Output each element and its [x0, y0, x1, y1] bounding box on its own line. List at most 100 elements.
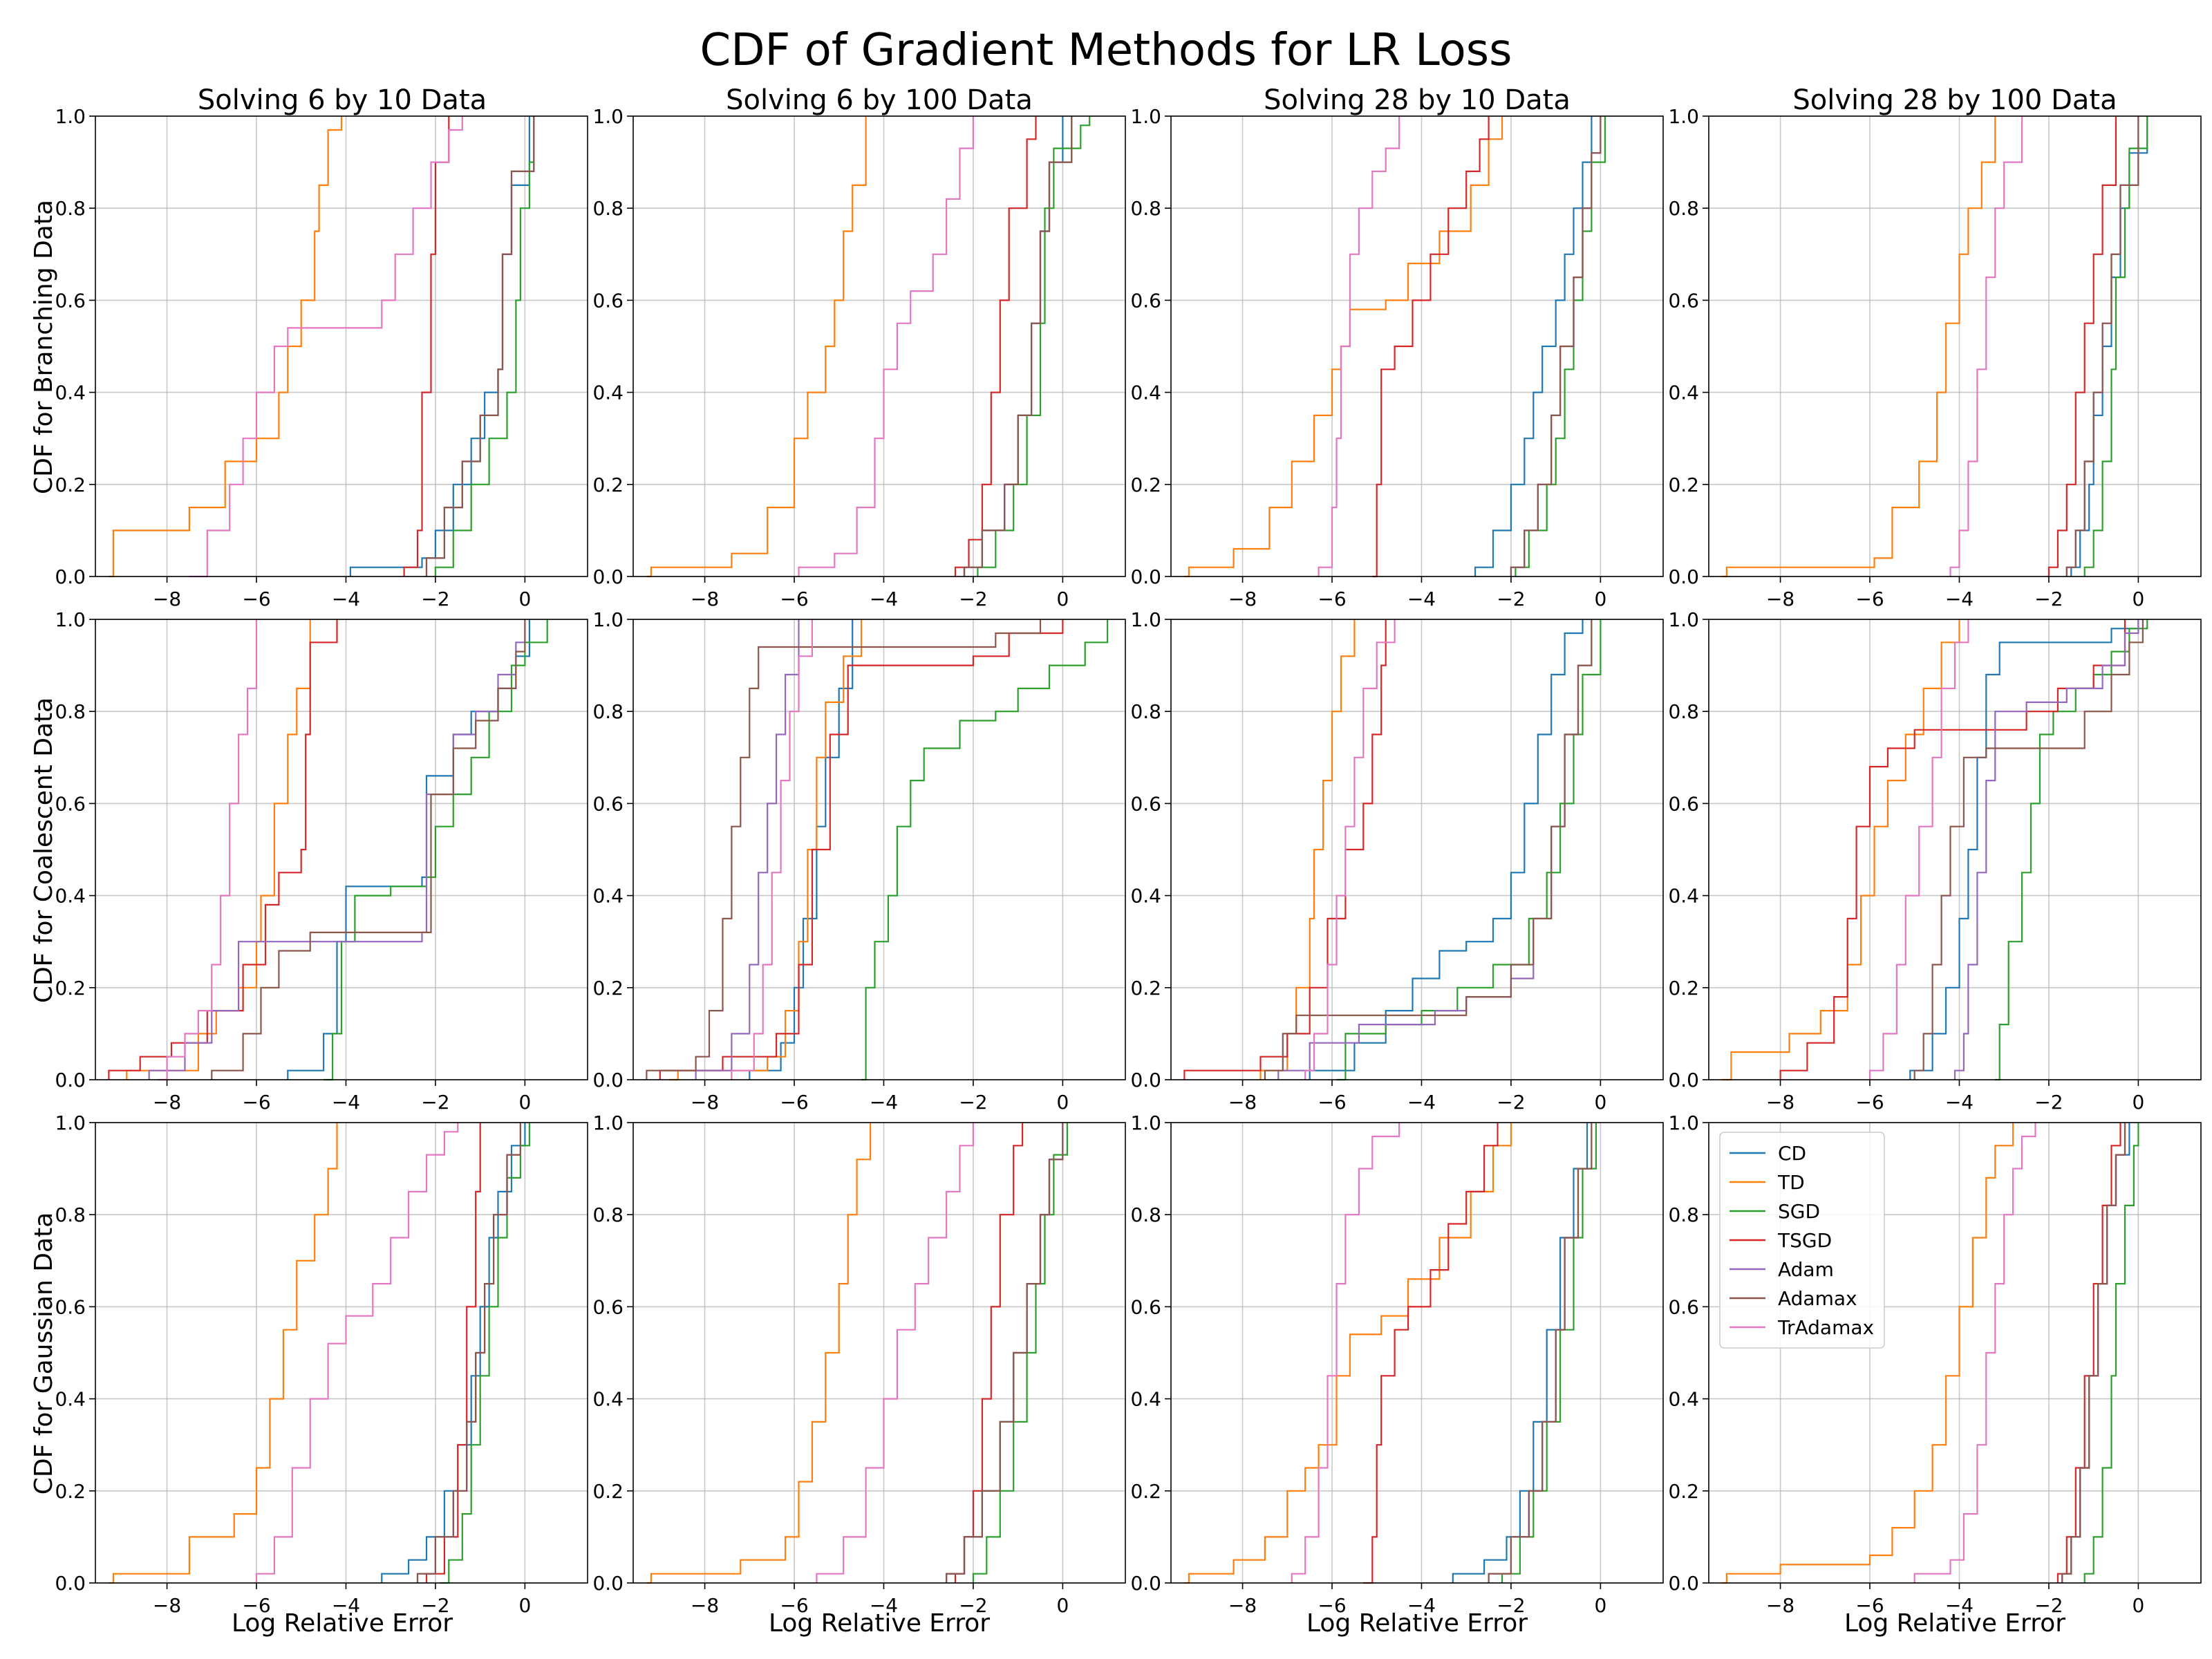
series-line-adamax: [963, 116, 1073, 577]
panel-r2-c1: −8 −6 −4 −2 0 0.0 0.2 0.4 0.6 0.8 1.0: [592, 1112, 1126, 1617]
y-tick-label: 0.6: [1130, 1295, 1161, 1318]
y-tick-label: 1.0: [1668, 608, 1699, 631]
panel-r0-c0: −8 −6 −4 −2 0 0.0 0.2 0.4 0.6 0.8 1.0: [55, 105, 588, 610]
y-tick-label: 0.4: [1130, 1388, 1161, 1411]
x-tick-label: 0: [1056, 1091, 1069, 1114]
y-tick-label: 0.4: [1668, 1388, 1699, 1411]
y-tick-label: 0.0: [55, 1069, 86, 1091]
panels-grid: −8 −6 −4 −2 0 0.0 0.2 0.4 0.6 0.8 1.0 −8 −6 −4 −2 0 0.0 0…: [55, 105, 2202, 1617]
x-tick-label: −4: [870, 588, 898, 610]
series-line-adamax: [1913, 619, 2144, 1080]
y-tick-label: 0.0: [1668, 565, 1699, 588]
column-title-3: Solving 28 by 100 Data: [1792, 84, 2117, 116]
panel-r2-c2: −8 −6 −4 −2 0 0.0 0.2 0.4 0.6 0.8 1.0: [1130, 1112, 1664, 1617]
y-tick-label: 0.8: [1130, 700, 1161, 723]
series-line-sgd: [972, 1123, 1068, 1583]
y-tick-label: 0.8: [592, 1203, 624, 1226]
series-line-tradamax: [1949, 116, 2023, 577]
series-line-adam: [695, 619, 800, 1080]
series-line-td: [668, 619, 863, 1081]
panel-r1-c0: −8 −6 −4 −2 0 0.0 0.2 0.4 0.6 0.8 1.0: [55, 608, 588, 1114]
y-tick-label: 1.0: [1130, 105, 1161, 128]
x-tick-label: −8: [691, 1091, 719, 1114]
series-line-sgd: [1515, 116, 1606, 577]
row-label-1: CDF for Coalescent Data: [30, 697, 58, 1003]
y-tick-label: 0.6: [1130, 792, 1161, 815]
series-line-sgd: [1995, 619, 2148, 1081]
y-tick-label: 1.0: [1668, 105, 1699, 128]
axes-frame: [632, 115, 1126, 577]
series-line-tsgd: [2047, 116, 2117, 577]
series-line-tsgd: [108, 619, 338, 1080]
y-tick-label: 0.4: [592, 885, 624, 908]
y-tick-label: 0.6: [55, 792, 86, 815]
y-tick-label: 0.2: [1130, 1480, 1161, 1503]
x-tick-label: −6: [1318, 1594, 1346, 1617]
x-tick-label: −4: [1945, 588, 1974, 610]
series-line-adamax: [425, 116, 535, 577]
series-line-tradamax: [1868, 619, 1969, 1080]
series-line-sgd: [2083, 116, 2148, 577]
series-line-sgd: [977, 116, 1091, 577]
series-line-adamax: [416, 1123, 521, 1583]
x-tick-label: −8: [691, 1594, 719, 1617]
x-tick-label: −8: [691, 588, 719, 610]
axes-frame: [1708, 115, 2202, 577]
series-line-tsgd: [403, 116, 450, 577]
panel-r2-c0: −8 −6 −4 −2 0 0.0 0.2 0.4 0.6 0.8 1.0: [55, 1112, 588, 1617]
legend-label-adamax: Adamax: [1778, 1287, 1857, 1310]
series-line-sgd: [434, 116, 535, 577]
y-tick-label: 1.0: [592, 105, 624, 128]
y-tick-label: 0.0: [1668, 1069, 1699, 1091]
x-tick-label: −4: [1407, 588, 1436, 610]
y-tick-label: 0.8: [55, 700, 86, 723]
x-tick-label: 0: [2132, 1594, 2144, 1617]
x-tick-label: 0: [1594, 588, 1606, 610]
axes-frame: [632, 619, 1126, 1080]
y-tick-label: 0.4: [592, 382, 624, 404]
y-tick-label: 1.0: [55, 105, 86, 128]
series-line-cd: [381, 1123, 526, 1583]
y-tick-label: 0.2: [592, 1480, 624, 1503]
x-tick-label: −6: [1318, 1091, 1346, 1114]
x-tick-label: −8: [153, 588, 181, 610]
y-tick-label: 0.8: [1130, 1203, 1161, 1226]
series-line-td: [109, 1123, 338, 1584]
series-line-cd: [1474, 116, 1593, 577]
column-title-1: Solving 6 by 100 Data: [726, 84, 1033, 116]
row-label-2: CDF for Gaussian Data: [30, 1212, 58, 1495]
x-tick-label: −6: [780, 1594, 808, 1617]
x-tick-label: −8: [1228, 1594, 1257, 1617]
y-tick-label: 0.0: [1668, 1572, 1699, 1595]
series-line-tsgd: [1779, 619, 2126, 1080]
series-line-adam: [1488, 1123, 1593, 1583]
y-tick-label: 0.2: [1668, 1480, 1699, 1503]
y-tick-label: 0.8: [592, 197, 624, 220]
series-line-adamax: [646, 619, 1042, 1080]
series-line-cd: [2061, 1123, 2130, 1583]
axes-frame: [1708, 619, 2202, 1080]
series-line-adam: [1953, 619, 2139, 1080]
series-line-td: [1722, 116, 1996, 578]
x-tick-label: −4: [332, 1594, 360, 1617]
legend-label-td: TD: [1777, 1171, 1805, 1194]
x-tick-label: −6: [780, 1091, 808, 1114]
series-line-tsgd: [954, 1123, 1024, 1583]
y-tick-label: 0.4: [55, 1388, 86, 1411]
x-tick-label: −2: [2034, 1594, 2063, 1617]
y-tick-label: 1.0: [592, 608, 624, 631]
series-line-tradamax: [798, 116, 974, 577]
y-tick-label: 0.4: [592, 1388, 624, 1411]
legend-label-sgd: SGD: [1778, 1200, 1820, 1223]
series-line-tradamax: [1304, 619, 1396, 1080]
y-tick-label: 1.0: [1130, 608, 1161, 631]
series-line-cd: [1309, 619, 1584, 1080]
x-tick-label: −8: [1766, 1091, 1794, 1114]
panel-r0-c1: −8 −6 −4 −2 0 0.0 0.2 0.4 0.6 0.8 1.0: [592, 105, 1126, 610]
x-axis-label-2: Log Relative Error: [1306, 1609, 1528, 1638]
series-line-tradamax: [255, 1123, 459, 1583]
y-tick-label: 0.2: [592, 474, 624, 496]
y-tick-label: 0.4: [1668, 885, 1699, 908]
x-tick-label: −2: [421, 588, 449, 610]
x-tick-label: −6: [1855, 1091, 1884, 1114]
